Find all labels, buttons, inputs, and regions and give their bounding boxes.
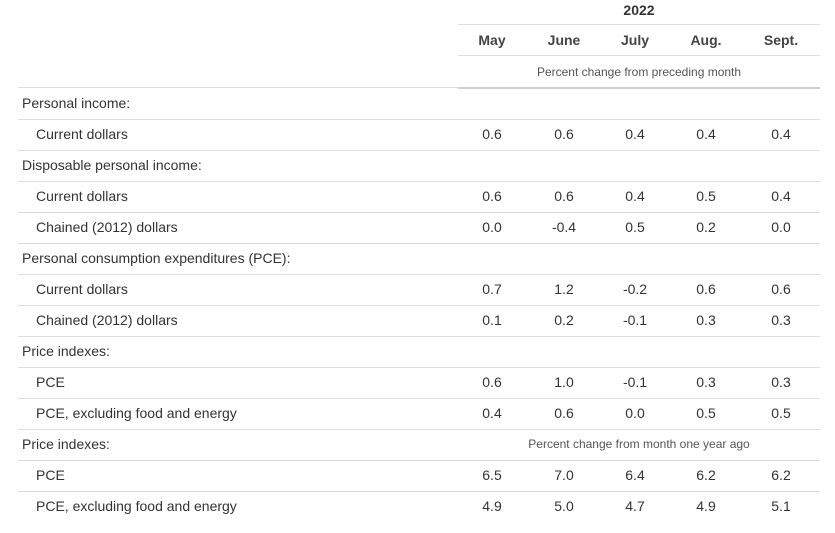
value-cell: 0.4 (625, 126, 645, 142)
value-cell: 6.5 (482, 467, 502, 483)
value-cell: 0.6 (554, 126, 574, 142)
value-cell: 5.0 (554, 498, 574, 514)
row-divider (18, 429, 820, 430)
value-cell: 0.5 (771, 405, 791, 421)
row-label: PCE, excluding food and energy (36, 498, 237, 514)
month-header-june: June (547, 32, 581, 48)
value-cell: 5.1 (771, 498, 791, 514)
value-cell: -0.4 (551, 219, 577, 235)
value-cell: 4.7 (625, 498, 645, 514)
row-divider (18, 212, 820, 213)
value-cell: 0.4 (696, 126, 716, 142)
value-cell: 4.9 (482, 498, 502, 514)
value-cell: 0.3 (771, 374, 791, 390)
value-cell: -0.1 (622, 312, 648, 328)
row-divider (18, 305, 820, 306)
value-cell: 0.2 (554, 312, 574, 328)
row-label: Current dollars (36, 281, 128, 297)
section-label: Price indexes: (22, 436, 110, 452)
row-label: Chained (2012) dollars (36, 219, 178, 235)
row-divider (18, 398, 820, 399)
value-cell: 0.3 (771, 312, 791, 328)
value-cell: 0.6 (482, 374, 502, 390)
row-label: Current dollars (36, 188, 128, 204)
value-cell: 0.4 (625, 188, 645, 204)
value-cell: 6.2 (696, 467, 716, 483)
row-label: PCE (36, 374, 65, 390)
value-cell: 0.6 (482, 126, 502, 142)
month-header-july: July (620, 32, 649, 48)
year-header: 2022 (623, 2, 655, 18)
row-label: PCE (36, 467, 65, 483)
row-divider (18, 119, 820, 120)
section-label: Personal income: (22, 95, 131, 111)
row-divider (18, 181, 820, 182)
section-label: Price indexes: (22, 343, 110, 359)
value-cell: 4.9 (696, 498, 716, 514)
value-cell: 6.4 (625, 467, 645, 483)
month-header-aug: Aug. (690, 32, 722, 48)
value-cell: 0.6 (482, 188, 502, 204)
value-cell: 0.0 (625, 405, 645, 421)
value-cell: 1.0 (554, 374, 574, 390)
value-cell: -0.1 (622, 374, 648, 390)
value-cell: 0.6 (554, 188, 574, 204)
row-divider (18, 491, 820, 492)
value-cell: 0.5 (696, 188, 716, 204)
row-divider (18, 460, 820, 461)
value-cell: 0.6 (771, 281, 791, 297)
header-divider (18, 87, 458, 88)
row-divider (18, 150, 820, 151)
value-cell: 7.0 (554, 467, 574, 483)
yearly-change-note: Percent change from month one year ago (528, 437, 750, 451)
value-cell: 1.2 (554, 281, 574, 297)
value-cell: 6.2 (771, 467, 791, 483)
month-header-may: May (478, 32, 506, 48)
value-cell: 0.4 (771, 126, 791, 142)
value-cell: 0.4 (482, 405, 502, 421)
section-label: Personal consumption expenditures (PCE): (22, 250, 291, 266)
value-cell: 0.5 (625, 219, 645, 235)
monthly-change-note: Percent change from preceding month (536, 65, 742, 79)
header-divider (458, 87, 820, 89)
row-divider (18, 367, 820, 368)
value-cell: 0.2 (696, 219, 716, 235)
row-divider (18, 243, 820, 244)
value-cell: 0.4 (771, 188, 791, 204)
row-label: Chained (2012) dollars (36, 312, 178, 328)
value-cell: -0.2 (622, 281, 648, 297)
row-label: PCE, excluding food and energy (36, 405, 237, 421)
row-label: Current dollars (36, 126, 128, 142)
value-cell: 0.5 (696, 405, 716, 421)
row-divider (18, 274, 820, 275)
header-divider (458, 55, 820, 56)
value-cell: 0.0 (482, 219, 502, 235)
value-cell: 0.3 (696, 312, 716, 328)
value-cell: 0.7 (482, 281, 502, 297)
value-cell: 0.3 (696, 374, 716, 390)
value-cell: 0.1 (482, 312, 502, 328)
header-divider (458, 24, 820, 25)
section-label: Disposable personal income: (22, 157, 202, 173)
value-cell: 0.0 (771, 219, 791, 235)
value-cell: 0.6 (696, 281, 716, 297)
row-divider (18, 336, 820, 337)
month-header-sept: Sept. (763, 32, 799, 48)
value-cell: 0.6 (554, 405, 574, 421)
